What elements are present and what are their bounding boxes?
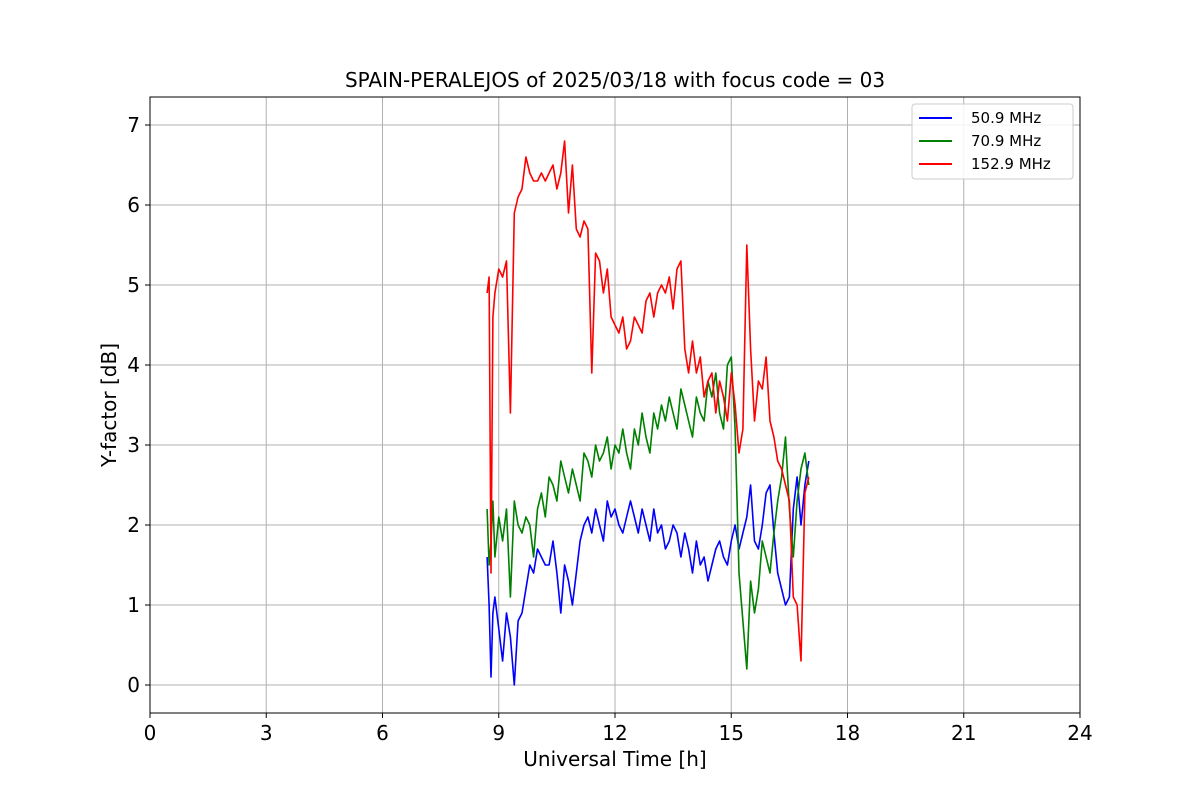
x-tick-label: 18 <box>835 721 860 745</box>
series-line-3 <box>486 140 810 662</box>
y-tick-label: 3 <box>127 433 140 457</box>
legend-label-1: 50.9 MHz <box>971 109 1041 127</box>
series-line-1 <box>486 460 810 686</box>
y-tick-label: 6 <box>127 193 140 217</box>
y-tick-label: 1 <box>127 593 140 617</box>
y-tick-label: 0 <box>127 673 140 697</box>
grid <box>149 97 1081 713</box>
x-tick-label: 9 <box>492 721 505 745</box>
x-tick-label: 24 <box>1067 721 1092 745</box>
x-tick-label: 3 <box>260 721 273 745</box>
legend-box <box>911 103 1074 180</box>
x-tick-label: 0 <box>144 721 157 745</box>
x-tick-label: 15 <box>719 721 744 745</box>
x-tick-label: 12 <box>602 721 627 745</box>
x-axis-label: Universal Time [h] <box>523 747 706 771</box>
chart-title: SPAIN-PERALEJOS of 2025/03/18 with focus… <box>345 68 885 92</box>
plot-area <box>486 140 810 686</box>
x-tick-label: 21 <box>951 721 976 745</box>
legend-label-3: 152.9 MHz <box>971 155 1051 173</box>
y-axis-label: Y-factor [dB] <box>97 343 121 468</box>
legend: 50.9 MHz 70.9 MHz 152.9 MHz <box>911 103 1074 180</box>
y-tick-label: 7 <box>127 113 140 137</box>
y-tick-label: 4 <box>127 353 140 377</box>
y-tick-label: 2 <box>127 513 140 537</box>
legend-label-2: 70.9 MHz <box>971 132 1041 150</box>
y-tick-label: 5 <box>127 273 140 297</box>
x-tick-label: 6 <box>376 721 389 745</box>
series-line-2 <box>486 356 810 670</box>
